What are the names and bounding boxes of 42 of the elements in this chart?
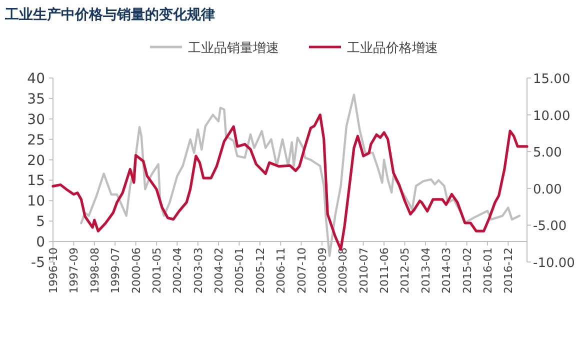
- x-tick-label: 2008-09: [316, 248, 329, 294]
- y2-tick-label: 0.00: [533, 182, 562, 198]
- y-tick-label: 0: [36, 234, 45, 251]
- chart-title: 工业生产中价格与销量的变化规律: [4, 6, 215, 23]
- y2-tick-label: 10.00: [533, 108, 570, 124]
- x-tick-label: 2007-10: [295, 248, 308, 294]
- y-tick-label: 30: [27, 112, 45, 128]
- x-tick-label: 2000-06: [130, 248, 143, 294]
- x-tick-label: 2005-01: [233, 248, 246, 294]
- x-tick-label: 2001-05: [150, 248, 164, 294]
- x-tick-label: 2012-05: [398, 248, 412, 294]
- y-tick-label: 10: [27, 194, 45, 210]
- y-tick-label: 20: [27, 152, 45, 169]
- y2-tick-label: -10.00: [533, 256, 575, 271]
- x-tick-label: 2003-03: [192, 248, 205, 294]
- x-tick-label: 2015-02: [460, 248, 474, 294]
- y-tick-label: 35: [27, 91, 45, 108]
- y2-tick-label: -5.00: [533, 219, 567, 234]
- x-tick-label: 2014-03: [440, 248, 454, 294]
- x-tick-label: 2010-07: [357, 248, 370, 294]
- x-tick-label: 2004-02: [212, 248, 226, 294]
- x-tick-label: 2002-04: [171, 248, 184, 294]
- y2-tick-label: 15.00: [533, 72, 570, 87]
- x-tick-label: 2016-12: [502, 248, 516, 294]
- x-tick-label: 1997-09: [68, 248, 81, 294]
- x-tick-label: 2013-04: [419, 248, 432, 294]
- x-tick-label: 2006-11: [274, 248, 288, 294]
- x-tick-label: 2009-08: [336, 248, 350, 294]
- y2-tick-label: 5.00: [533, 146, 562, 161]
- y-tick-label: 5: [36, 214, 45, 230]
- x-tick-label: 1996-10: [47, 248, 60, 294]
- y-tick-label: -5: [31, 255, 45, 271]
- y-tick-label: 40: [27, 71, 45, 87]
- y-tick-label: 15: [27, 173, 45, 190]
- y-tick-label: 25: [27, 132, 45, 148]
- x-tick-label: 1998-08: [88, 248, 102, 294]
- x-tick-label: 2005-12: [254, 248, 267, 294]
- legend-label: 工业品价格增速: [347, 41, 438, 56]
- legend-label: 工业品销量增速: [188, 41, 279, 56]
- x-tick-label: 2011-06: [378, 248, 392, 294]
- x-tick-label: 1999-07: [109, 248, 122, 294]
- x-tick-label: 2016-01: [482, 248, 494, 294]
